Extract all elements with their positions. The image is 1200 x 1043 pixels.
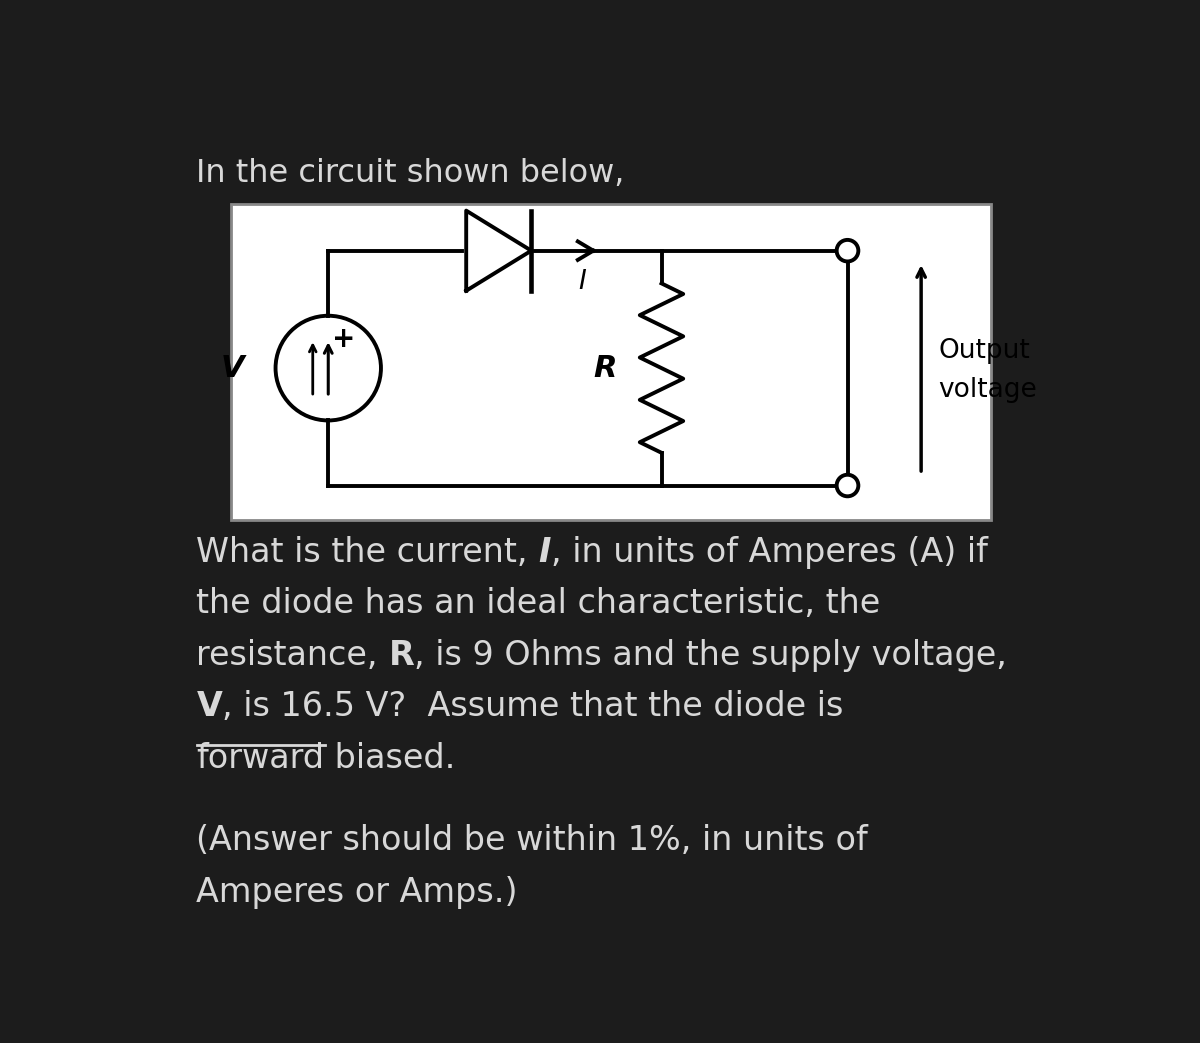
Text: V: V <box>221 354 245 383</box>
Text: I: I <box>539 535 551 568</box>
Text: R: R <box>389 638 414 672</box>
Text: I: I <box>578 269 586 295</box>
Text: (Answer should be within 1%, in units of: (Answer should be within 1%, in units of <box>197 824 869 857</box>
Text: +: + <box>332 325 355 354</box>
Text: R: R <box>593 354 617 383</box>
Text: , is 9 Ohms and the supply voltage,: , is 9 Ohms and the supply voltage, <box>414 638 1007 672</box>
Text: forward: forward <box>197 742 324 775</box>
Text: voltage: voltage <box>938 377 1037 403</box>
Text: V: V <box>197 690 222 724</box>
Bar <box>232 204 991 520</box>
Text: the diode has an ideal characteristic, the: the diode has an ideal characteristic, t… <box>197 587 881 621</box>
Circle shape <box>836 475 858 496</box>
Text: resistance,: resistance, <box>197 638 389 672</box>
Text: In the circuit shown below,: In the circuit shown below, <box>197 159 625 189</box>
Text: Amperes or Amps.): Amperes or Amps.) <box>197 876 518 909</box>
Text: biased.: biased. <box>324 742 456 775</box>
Text: , in units of Amperes (A) if: , in units of Amperes (A) if <box>551 535 988 568</box>
Text: , is 16.5 V?  Assume that the diode is: , is 16.5 V? Assume that the diode is <box>222 690 844 724</box>
Circle shape <box>836 240 858 262</box>
Text: Output: Output <box>938 338 1030 364</box>
Text: What is the current,: What is the current, <box>197 535 539 568</box>
